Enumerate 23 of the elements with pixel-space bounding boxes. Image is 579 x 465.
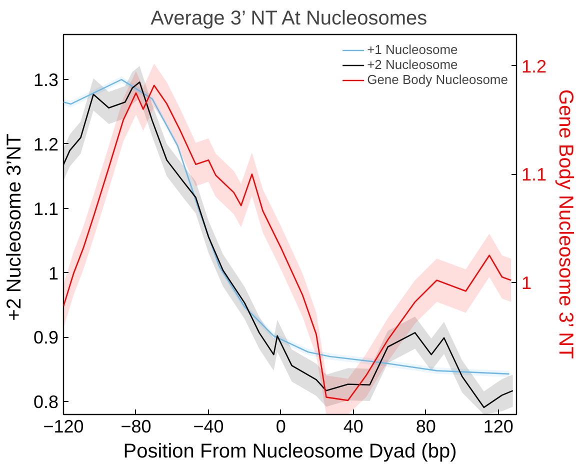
x-tick-label: −80 <box>120 416 152 436</box>
chart-title: Average 3’ NT At Nucleosomes <box>150 8 428 30</box>
y2-axis-title: Gene Body Nucleosome 3’ NT <box>554 89 577 359</box>
y-tick-label: 1.1 <box>33 198 59 219</box>
legend-label: +1 Nucleosome <box>367 42 458 57</box>
y-tick-label: 0.9 <box>33 328 59 348</box>
x-axis-title: Position From Nucleosome Dyad (bp) <box>123 440 457 462</box>
x-tick-label: −40 <box>193 416 224 436</box>
y-tick-label: 1.2 <box>33 134 59 154</box>
x-tick-label: 80 <box>416 416 436 436</box>
x-tick-label: 120 <box>483 416 514 436</box>
y2-tick-label: 1.1 <box>522 164 547 185</box>
y-tick-label: 1.3 <box>33 70 59 90</box>
y-tick-label: 1 <box>48 263 59 284</box>
y-axis-title: +2 Nucleosome 3’NT <box>3 134 26 321</box>
x-tick-label: 0 <box>276 416 286 436</box>
legend-label: Gene Body Nucleosome <box>367 72 508 87</box>
y2-tick-label: 1 <box>522 272 532 293</box>
legend-label: +2 Nucleosome <box>367 57 458 72</box>
x-tick-label: 40 <box>343 416 364 436</box>
y-tick-label: 0.8 <box>33 392 59 412</box>
x-tick-label: −120 <box>43 416 84 436</box>
y2-tick-label: 1.2 <box>522 56 547 76</box>
